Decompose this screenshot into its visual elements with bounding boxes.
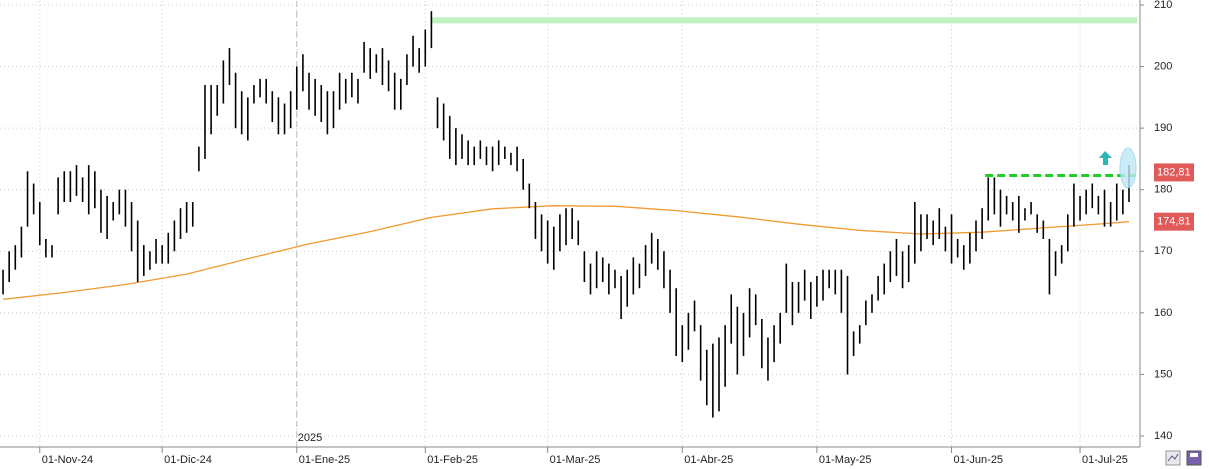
x-tick-label: 01-Jun-25 (954, 454, 1004, 466)
y-tick-label: 160 (1154, 307, 1172, 319)
x-tick-label: 01-Ene-25 (299, 454, 350, 466)
x-tick-label: 01-Abr-25 (684, 454, 733, 466)
y-tick-label: 200 (1154, 60, 1172, 72)
up-arrow (1099, 151, 1112, 165)
highlight-ellipse (1119, 147, 1137, 189)
save-icon-glyph (1190, 453, 1198, 457)
price-label: 182,81 (1157, 166, 1191, 178)
icon[interactable] (1165, 450, 1181, 466)
y-tick-label: 170 (1154, 245, 1172, 257)
x-tick-label: 01-Nov-24 (42, 454, 93, 466)
y-tick-label: 180 (1154, 184, 1172, 196)
x-tick-label: 01-Feb-25 (427, 454, 478, 466)
year-label: 2025 (298, 432, 322, 444)
x-tick-label: 01-Mar-25 (550, 454, 601, 466)
price-label-box (1154, 212, 1194, 231)
price-label-box (1154, 163, 1194, 182)
toolbar-icons[interactable] (1165, 450, 1202, 466)
x-tick-label: 01-Dic-24 (164, 454, 212, 466)
y-tick-label: 210 (1154, 0, 1172, 11)
y-tick-label: 150 (1154, 368, 1172, 380)
icon-glyph (1167, 453, 1179, 462)
x-tick-label: 01-May-25 (819, 454, 872, 466)
y-tick-label: 190 (1154, 122, 1172, 134)
y-tick-label: 140 (1154, 430, 1172, 442)
x-tick-label: 01-Jul-25 (1082, 454, 1128, 466)
moving-average (3, 205, 1130, 300)
price-label: 174,81 (1157, 216, 1191, 228)
